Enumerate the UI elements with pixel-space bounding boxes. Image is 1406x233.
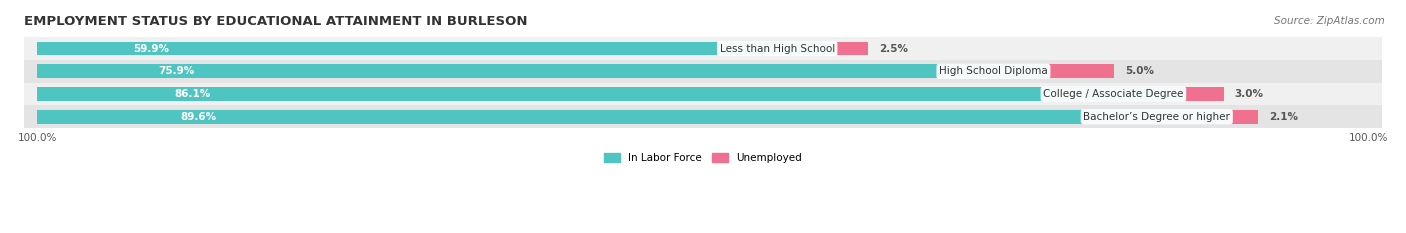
Bar [24,37,1382,60]
Text: Bachelor’s Degree or higher: Bachelor’s Degree or higher [1084,112,1230,122]
Text: 3.0%: 3.0% [1234,89,1263,99]
Text: High School Diploma: High School Diploma [939,66,1047,76]
Bar [1047,65,1115,78]
Text: 5.0%: 5.0% [1125,66,1154,76]
Text: 2.5%: 2.5% [879,44,908,54]
Bar [1184,87,1223,101]
Bar [38,110,1230,123]
Text: Source: ZipAtlas.com: Source: ZipAtlas.com [1274,16,1385,26]
Text: 75.9%: 75.9% [159,66,195,76]
Text: EMPLOYMENT STATUS BY EDUCATIONAL ATTAINMENT IN BURLESON: EMPLOYMENT STATUS BY EDUCATIONAL ATTAINM… [24,15,527,28]
Bar [38,65,1047,78]
Bar [835,42,868,55]
Text: 89.6%: 89.6% [180,112,217,122]
Bar [38,87,1184,101]
Text: College / Associate Degree: College / Associate Degree [1043,89,1184,99]
Legend: In Labor Force, Unemployed: In Labor Force, Unemployed [605,153,801,163]
Text: 86.1%: 86.1% [174,89,211,99]
Text: Less than High School: Less than High School [720,44,835,54]
Text: 59.9%: 59.9% [134,44,169,54]
Text: 2.1%: 2.1% [1268,112,1298,122]
Bar [24,105,1382,128]
Bar [1230,110,1258,123]
Bar [24,83,1382,105]
Bar [38,42,835,55]
Bar [24,60,1382,83]
